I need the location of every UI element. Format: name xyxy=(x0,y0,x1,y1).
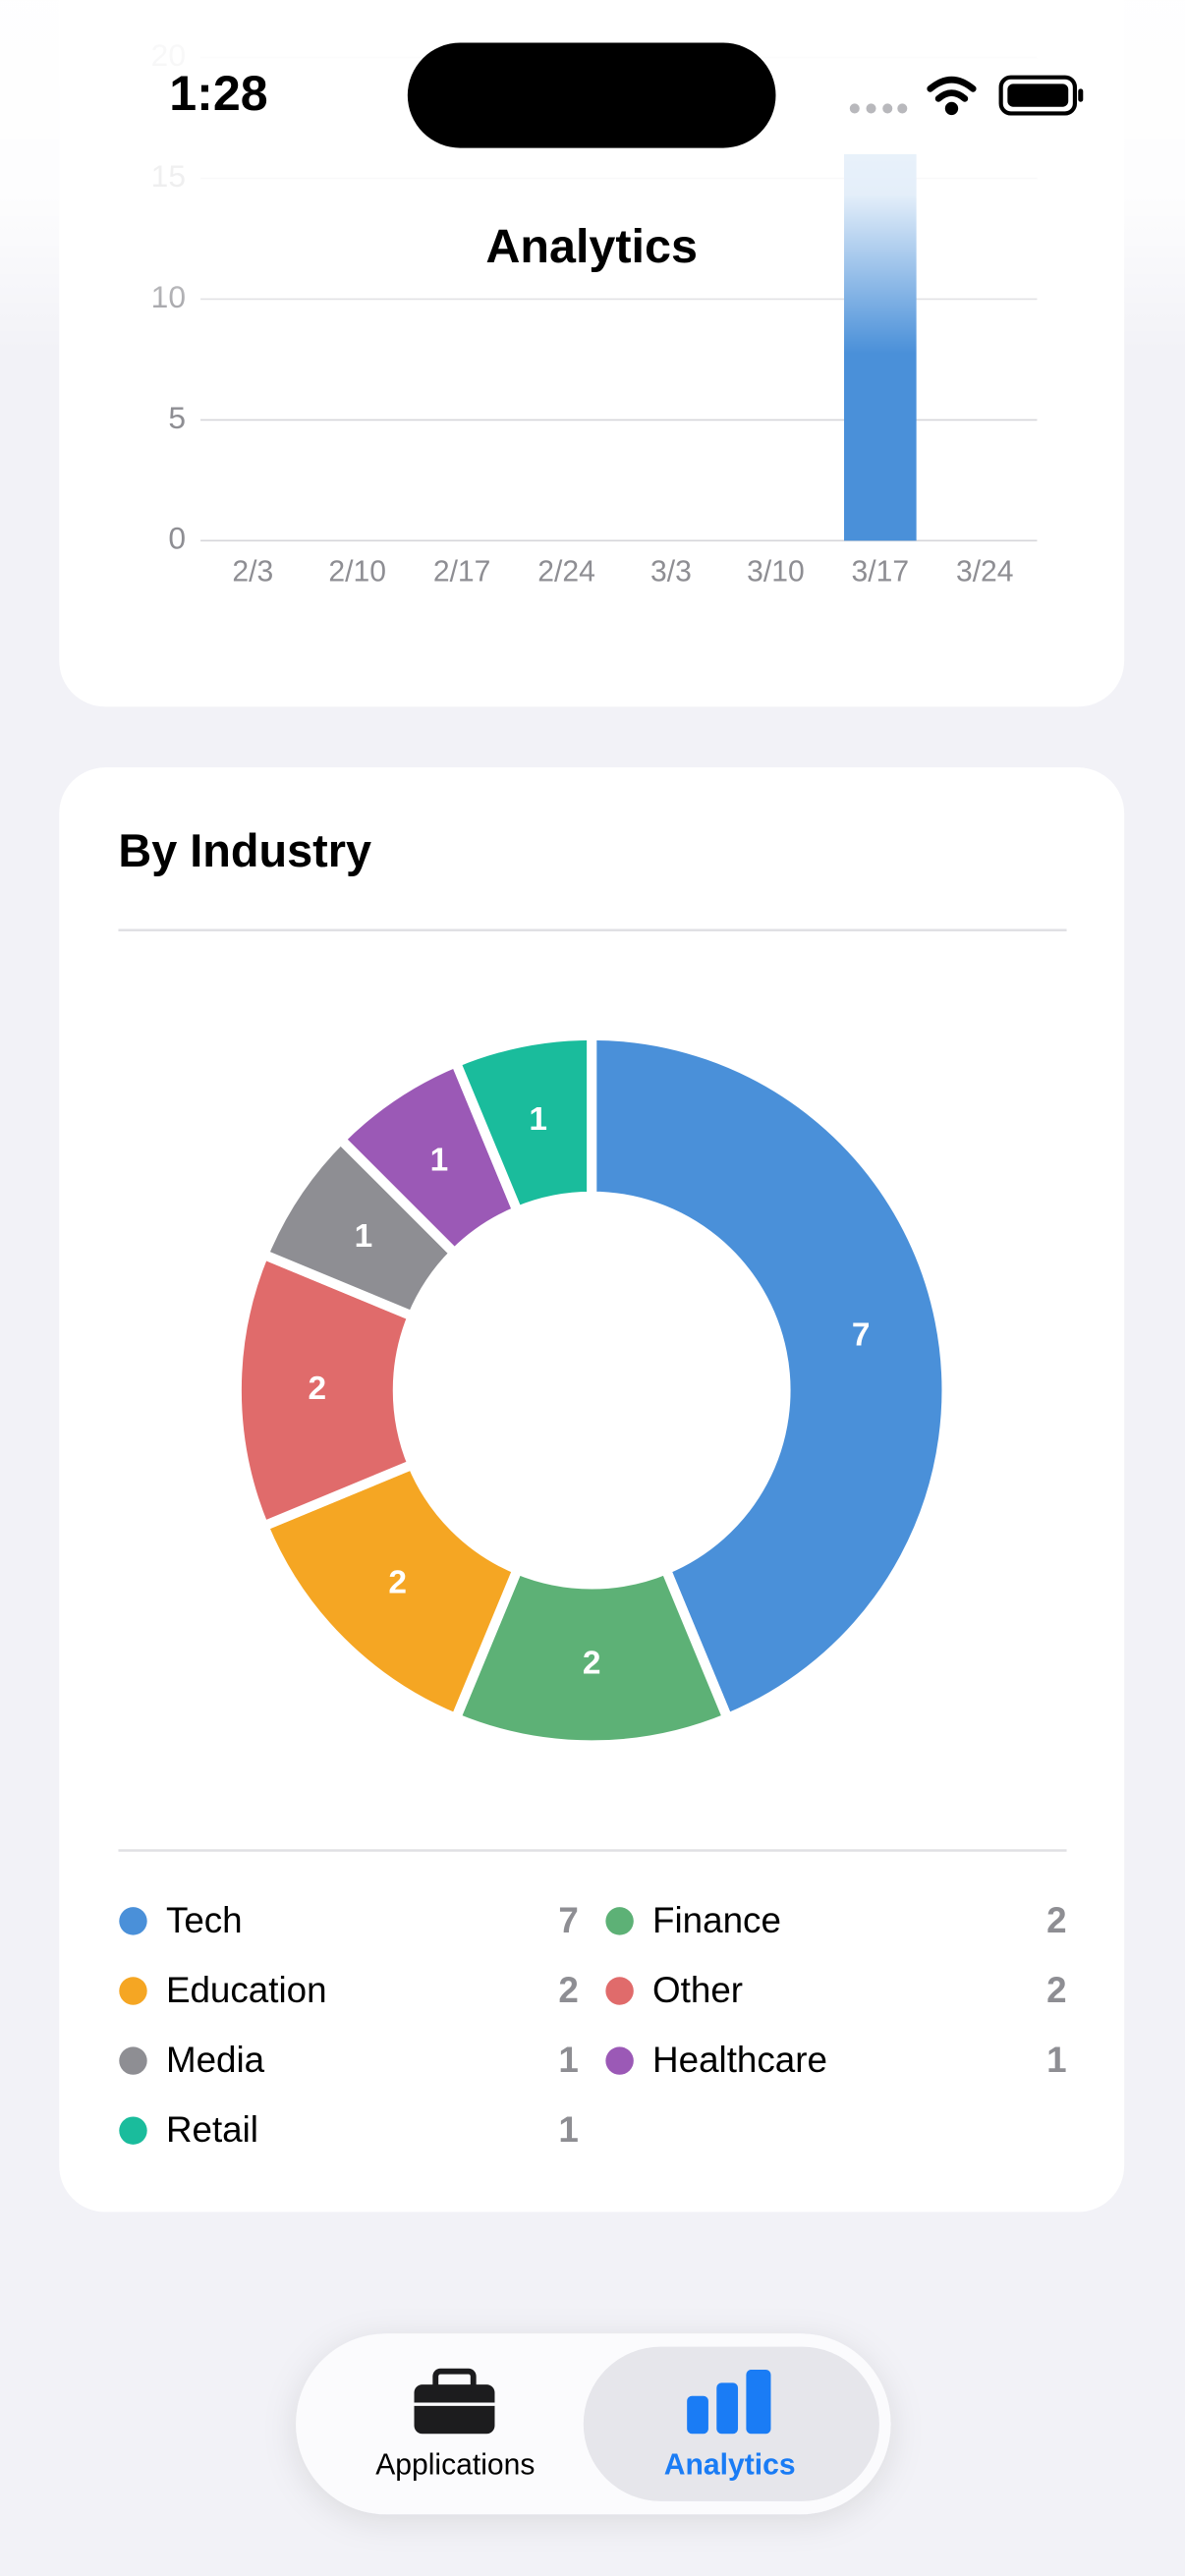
x-tick-label: 3/17 xyxy=(852,556,910,588)
legend-dot xyxy=(605,1977,634,2005)
x-tick-label: 2/10 xyxy=(328,556,386,588)
segment-label: 2 xyxy=(309,1371,327,1407)
y-tick-label: 0 xyxy=(168,521,186,556)
signal-icon xyxy=(849,103,908,114)
tab-label[interactable]: Applications xyxy=(375,2449,535,2482)
tab-label[interactable]: Analytics xyxy=(664,2449,796,2482)
legend-label: Finance xyxy=(652,1900,781,1940)
x-tick-label: 2/3 xyxy=(232,556,273,588)
legend-label: Media xyxy=(166,2040,265,2080)
wifi-icon xyxy=(927,76,977,116)
legend-dot xyxy=(119,2116,147,2145)
legend-value: 2 xyxy=(1046,1900,1066,1940)
legend-label: Healthcare xyxy=(652,2040,827,2080)
y-tick-label: 5 xyxy=(168,400,186,435)
status-time: 1:28 xyxy=(169,66,267,121)
donut-segment xyxy=(587,1030,952,1723)
legend-dot xyxy=(605,1907,634,1935)
segment-label: 1 xyxy=(430,1143,449,1179)
card-title: By Industry xyxy=(118,825,371,876)
donut-segment xyxy=(450,1030,597,1216)
donut-chart: 7 2 2 2 1 1 1 xyxy=(231,1030,952,1751)
x-tick-label: 3/24 xyxy=(956,556,1014,588)
legend-value: 1 xyxy=(1046,2040,1066,2080)
legend: Tech 7 Finance 2 Education 2 Other 2 Media 1 Healt… xyxy=(119,1900,1067,2150)
legend-value: 7 xyxy=(558,1900,578,1940)
segment-label: 1 xyxy=(355,1218,373,1255)
legend-dot xyxy=(605,2046,634,2075)
dynamic-island xyxy=(407,42,776,148)
segment-label: 2 xyxy=(388,1564,407,1600)
segment-label: 7 xyxy=(852,1316,871,1353)
legend-dot xyxy=(119,2046,147,2075)
tabs: Applications Analytics xyxy=(375,2449,795,2482)
legend-dot xyxy=(119,1907,147,1935)
x-tick-label: 2/17 xyxy=(433,556,491,588)
legend-label: Education xyxy=(166,1970,327,2010)
legend-value: 2 xyxy=(558,1970,578,2010)
legend-value: 1 xyxy=(558,2040,578,2080)
nav-title: Analytics xyxy=(485,220,698,273)
segment-label: 1 xyxy=(529,1101,547,1138)
x-tick-label: 2/24 xyxy=(537,556,595,588)
legend-label: Retail xyxy=(166,2109,258,2150)
x-tick-label: 3/10 xyxy=(747,556,805,588)
legend-label: Tech xyxy=(166,1900,243,1940)
segment-label: 2 xyxy=(583,1645,601,1681)
legend-dot xyxy=(119,1977,147,2005)
legend-label: Other xyxy=(652,1970,743,2010)
tab-icon-applications[interactable] xyxy=(414,2368,495,2435)
battery-icon xyxy=(998,75,1084,116)
legend-value: 1 xyxy=(558,2109,578,2150)
tab-icon-analytics[interactable] xyxy=(687,2370,771,2435)
legend-value: 2 xyxy=(1046,1970,1066,2010)
x-tick-label: 3/3 xyxy=(650,556,692,588)
